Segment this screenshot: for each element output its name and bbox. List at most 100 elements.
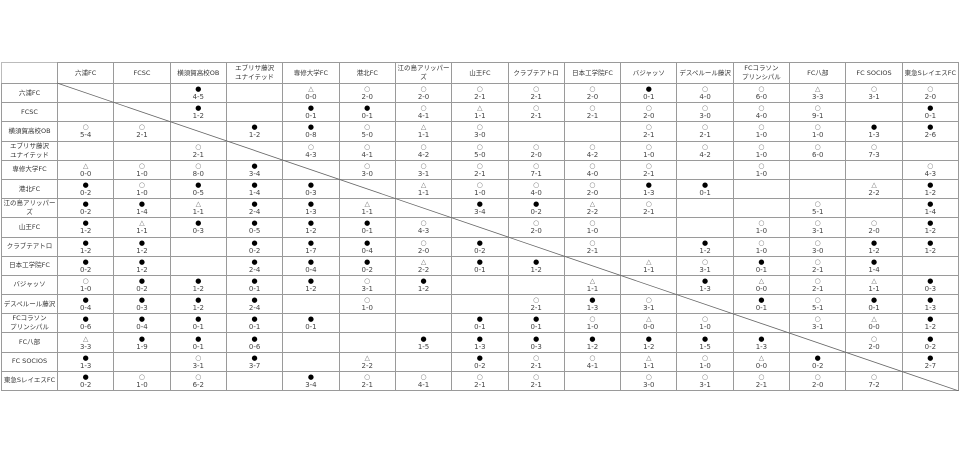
team-name-line: 江の島アリッパーズ: [3, 199, 56, 217]
result-cell: ○ 2-0: [563, 178, 622, 200]
result-cell: ○ 9-1: [789, 102, 847, 123]
win-mark-icon: ○: [307, 142, 314, 151]
win-mark-icon: ○: [476, 161, 483, 170]
loss-mark-icon: ●: [870, 123, 878, 132]
column-header-team: 山王FC: [451, 62, 509, 84]
win-mark-icon: ○: [702, 123, 709, 132]
loss-mark-icon: ●: [645, 181, 652, 190]
result-cell: ○ 4-0: [676, 82, 734, 104]
result-cell: ○ 4-2: [563, 140, 622, 161]
result-cell: ○ 4-1: [563, 351, 622, 372]
score: 2-1: [474, 380, 486, 389]
result-cell: △ 0-0: [282, 82, 340, 104]
loss-mark-icon: ●: [82, 181, 89, 190]
win-mark-icon: ○: [589, 219, 596, 228]
win-mark-icon: ○: [589, 104, 596, 113]
team-name-line: バジャッソ: [632, 68, 665, 77]
score: 0-3: [924, 284, 937, 293]
score: 1-3: [699, 284, 711, 293]
result-cell: ○ 2-1: [113, 121, 171, 142]
result-cell: [563, 370, 622, 392]
win-mark-icon: ○: [814, 104, 821, 113]
loss-mark-icon: ●: [927, 334, 934, 343]
self-match-cell: [394, 198, 453, 219]
draw-mark-icon: △: [195, 200, 201, 209]
team-name-line: 専修大学FC: [293, 68, 329, 77]
score: 4-1: [586, 361, 599, 370]
result-cell: △ 1-1: [451, 102, 509, 123]
score: 0-3: [192, 227, 204, 236]
result-cell: ○ 3-1: [338, 274, 396, 296]
result-cell: ○ 1-0: [732, 159, 791, 180]
score: 3-4: [248, 169, 261, 178]
loss-mark-icon: ●: [82, 296, 89, 305]
result-cell: ● 0-2: [56, 255, 115, 276]
result-cell: ○ 2-1: [789, 274, 847, 296]
result-cell: [789, 178, 847, 200]
loss-mark-icon: ●: [195, 315, 202, 324]
result-cell: ○ 4-1: [394, 102, 453, 123]
score: 2-1: [530, 93, 542, 102]
result-cell: ○ 1-0: [56, 274, 115, 296]
score: 1-0: [586, 323, 599, 332]
score: 1-0: [586, 227, 599, 236]
result-cell: ○ 2-0: [507, 217, 565, 238]
win-mark-icon: ○: [138, 181, 146, 190]
score: 0-1: [643, 93, 655, 102]
score: 2-1: [643, 208, 655, 217]
score: 1-0: [643, 150, 655, 159]
score: 3-1: [812, 323, 824, 332]
result-cell: ● 1-5: [394, 332, 453, 353]
score: 1-2: [530, 265, 542, 274]
loss-mark-icon: ●: [927, 276, 934, 285]
row-header-team: 山王FC: [1, 217, 58, 238]
score: 1-0: [361, 304, 373, 313]
score: 6-0: [812, 150, 824, 159]
result-cell: ● 1-2: [563, 332, 622, 353]
result-cell: ● 0-2: [451, 236, 509, 257]
score: 0-1: [305, 112, 317, 121]
result-cell: ● 2-4: [225, 294, 284, 315]
result-cell: [845, 159, 903, 180]
table-row: バジャッソ ○ 1-0 ● 0-2 ● 1-2 ● 0-1 ● 1-2 ○ 3-1 ● 1-2 △ 1-1 ● 1-…: [1, 274, 960, 296]
win-mark-icon: ○: [814, 257, 821, 266]
result-cell: [563, 121, 622, 142]
result-cell: ● 1-4: [113, 198, 171, 219]
win-mark-icon: ○: [82, 276, 89, 285]
score: 3-1: [417, 169, 430, 178]
draw-mark-icon: △: [646, 257, 652, 266]
loss-mark-icon: ●: [476, 353, 483, 362]
result-cell: ● 1-2: [113, 255, 171, 276]
score: 1-3: [924, 304, 937, 313]
win-mark-icon: ○: [364, 372, 371, 381]
result-cell: ○ 2-1: [620, 121, 678, 142]
score: 1-2: [586, 342, 599, 351]
score: 2-1: [643, 169, 655, 178]
result-cell: ○ 1-0: [732, 121, 791, 142]
team-name-line: FC八部: [18, 338, 41, 347]
score: 2-1: [474, 169, 486, 178]
loss-mark-icon: ●: [251, 353, 258, 362]
score: 0-6: [248, 342, 261, 351]
score: 4-2: [417, 150, 430, 159]
score: 0-1: [474, 265, 486, 274]
result-cell: ● 0-5: [169, 178, 227, 200]
result-cell: ● 0-2: [901, 332, 960, 353]
team-name-line: 東急SレイエスFC: [3, 376, 56, 385]
score: 1-1: [586, 284, 599, 293]
win-mark-icon: ○: [589, 353, 596, 362]
score: 1-2: [136, 246, 148, 255]
win-mark-icon: ○: [195, 142, 202, 151]
score: 4-0: [530, 189, 542, 198]
score: 1-2: [699, 246, 711, 255]
loss-mark-icon: ●: [307, 257, 314, 266]
loss-mark-icon: ●: [307, 104, 314, 113]
result-cell: ○ 2-1: [507, 102, 565, 123]
score: 4-1: [417, 380, 430, 389]
score: 1-0: [474, 189, 486, 198]
win-mark-icon: ○: [645, 296, 652, 305]
win-mark-icon: ○: [420, 142, 427, 151]
result-cell: ○ 1-0: [732, 217, 791, 238]
loss-mark-icon: ●: [251, 219, 258, 228]
self-match-cell: [563, 255, 622, 276]
